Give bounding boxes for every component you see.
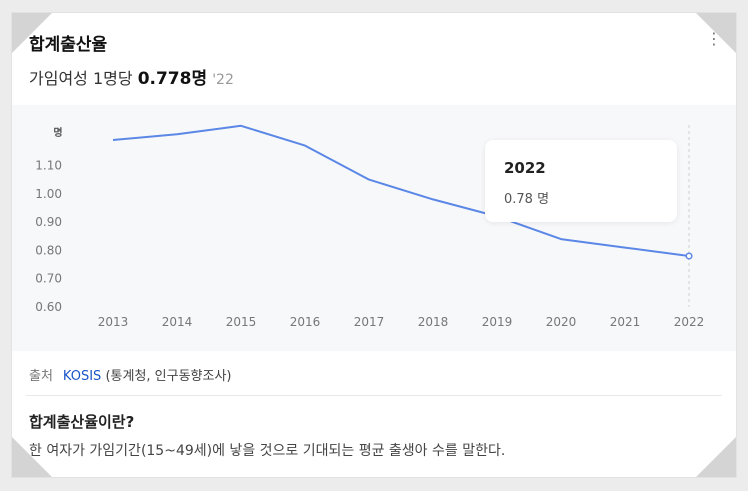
series-line [112,124,690,257]
x-tick-label: 2018 [418,315,449,329]
summary-year: '22 [212,72,234,88]
definition-text: 한 여자가 가임기간(15~49세)에 낳을 것으로 기대되는 평균 출생아 수… [29,443,506,459]
corner-decoration [696,437,736,477]
source-line: 출처 KOSIS (통계청, 인구동향조사) [29,365,232,384]
corner-decoration [12,437,52,477]
x-tick-label: 2013 [98,315,129,329]
chart-tooltip: 2022 0.78 명 [485,140,677,222]
x-tick-label: 2021 [610,315,641,329]
y-tick-label: 0.80 [35,243,62,257]
x-tick-label: 2014 [162,315,193,329]
x-tick-label: 2015 [226,315,257,329]
x-tick-label: 2016 [290,315,321,329]
summary-value: 0.778명 [137,69,208,89]
more-options-icon[interactable]: ⋮ [706,29,722,48]
x-tick-label: 2022 [674,315,705,329]
y-tick-label: 0.60 [35,300,62,314]
data-point-marker [685,252,693,260]
corner-decoration [696,13,736,53]
card-title: 합계출산율 [29,35,108,55]
x-tick-label: 2019 [482,315,513,329]
y-axis-unit-label: 명 [53,126,62,139]
y-tick-label: 0.70 [35,272,62,286]
y-tick-label: 1.00 [35,187,62,201]
fertility-rate-card: 합계출산율 ⋮ 가임여성 1명당 0.778명 '22 명 0.60 0.70 0.8… [11,12,737,478]
summary-prefix: 가임여성 1명당 [29,69,133,88]
corner-decoration [12,13,52,53]
summary-line: 가임여성 1명당 0.778명 '22 [29,64,234,89]
y-tick-label: 0.90 [35,215,62,229]
source-detail: (통계청, 인구동향조사) [105,369,232,384]
source-link[interactable]: KOSIS [62,369,102,384]
x-tick-label: 2017 [354,315,385,329]
y-tick-label: 1.10 [35,158,62,172]
x-tick-label: 2020 [546,315,577,329]
line-chart: 명 0.60 0.70 0.80 0.90 1.00 1.10 2013 2014 2015 201… [35,124,705,329]
tooltip-year: 2022 [504,159,546,177]
tooltip-value: 0.78 명 [504,192,550,207]
definition-title: 합계출산율이란? [29,413,135,431]
source-label: 출처 [29,369,53,384]
divider [26,395,722,396]
